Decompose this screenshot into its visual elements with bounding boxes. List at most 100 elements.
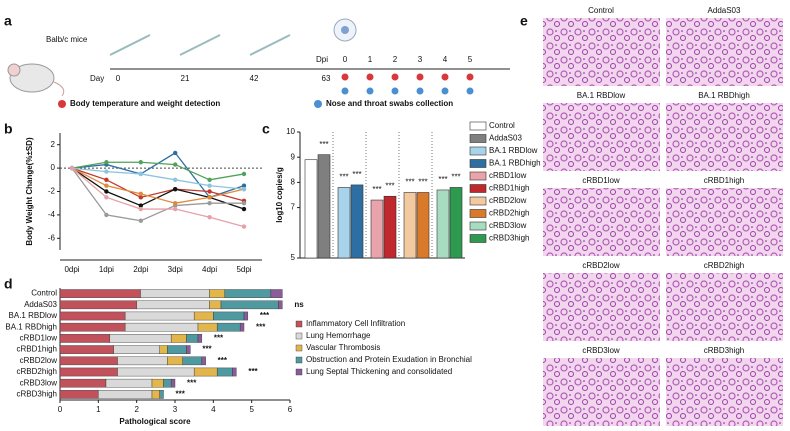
x-tick-label: 6 bbox=[288, 405, 293, 414]
legend-swatch bbox=[295, 332, 303, 340]
legend-text: Nose and throat swabs collection bbox=[326, 99, 453, 108]
legend-text: cRBD2high bbox=[489, 209, 529, 218]
schedule-dot bbox=[466, 87, 474, 95]
point bbox=[104, 195, 109, 200]
point bbox=[173, 186, 178, 192]
legend-text: Vascular Thrombosis bbox=[306, 343, 380, 352]
bar-segment bbox=[170, 378, 176, 388]
day: 63 bbox=[322, 74, 331, 83]
point bbox=[173, 150, 178, 156]
sample-label: BA.1 RBDhigh bbox=[698, 91, 750, 100]
schedule-dot bbox=[391, 73, 399, 81]
bar-segment bbox=[117, 367, 195, 377]
histology-image bbox=[543, 188, 660, 256]
y-tick-label: -2 bbox=[48, 187, 56, 196]
bar-segment bbox=[197, 322, 218, 332]
bar-segment bbox=[59, 289, 141, 298]
y-tick-label: cRBD1high bbox=[17, 345, 57, 354]
y-tick-label: 5 bbox=[291, 253, 296, 262]
day-label: Day bbox=[90, 74, 104, 83]
point bbox=[104, 212, 109, 218]
histology-image bbox=[666, 188, 783, 256]
legend-swatch bbox=[469, 146, 487, 156]
point bbox=[241, 186, 247, 192]
bar bbox=[383, 195, 397, 259]
significance: *** bbox=[339, 173, 348, 182]
x-tick-label: 5 bbox=[249, 405, 254, 414]
bar bbox=[350, 184, 364, 259]
animal-label: Balb/c mice bbox=[46, 35, 88, 44]
significance: *** bbox=[256, 322, 266, 331]
bar-segment bbox=[243, 311, 249, 321]
point bbox=[104, 189, 109, 194]
bar-segment bbox=[232, 367, 237, 377]
legend-text: cRBD1high bbox=[489, 184, 529, 193]
x-tick-label: 3dpi bbox=[168, 265, 183, 274]
point bbox=[104, 169, 109, 174]
schedule-dot bbox=[441, 87, 449, 95]
point bbox=[104, 183, 109, 188]
y-axis-label: Body Weight Change(%±SD) bbox=[25, 137, 34, 246]
y-tick-label: -4 bbox=[48, 210, 56, 219]
legend-text: Obstruction and Protein Exudation in Bro… bbox=[306, 355, 472, 364]
bar-segment bbox=[59, 311, 126, 321]
y-tick-label: 0 bbox=[51, 163, 56, 172]
significance: *** bbox=[319, 140, 328, 149]
legend-swatch bbox=[295, 368, 303, 376]
x-axis-label: Pathological score bbox=[119, 417, 191, 426]
histology-image bbox=[543, 18, 660, 86]
legend-swatch bbox=[469, 221, 487, 231]
y-tick-label: -6 bbox=[48, 233, 56, 242]
significance: ns bbox=[294, 300, 304, 309]
y-tick-label: BA.1 RBDlow bbox=[9, 311, 58, 320]
dpi: 4 bbox=[443, 55, 448, 64]
sample-label: AddaS03 bbox=[708, 6, 741, 15]
line bbox=[71, 167, 244, 222]
x-tick-label: 0 bbox=[58, 405, 63, 414]
significance: *** bbox=[405, 178, 414, 187]
dpi: 2 bbox=[393, 55, 398, 64]
bar bbox=[403, 192, 417, 259]
significance: *** bbox=[202, 345, 212, 354]
histology-image bbox=[666, 273, 783, 341]
x-tick-label: 1dpi bbox=[99, 265, 114, 274]
point bbox=[207, 215, 212, 220]
sample-label: cRBD2high bbox=[704, 261, 744, 270]
schedule-dot bbox=[416, 87, 424, 95]
bar-segment bbox=[117, 356, 168, 366]
bar-segment bbox=[209, 300, 222, 310]
point bbox=[207, 189, 212, 194]
legend-text: cRBD2low bbox=[489, 196, 527, 205]
significance: *** bbox=[352, 170, 361, 179]
legend-swatch bbox=[295, 320, 303, 328]
histology-image bbox=[543, 358, 660, 426]
legend-swatch bbox=[469, 134, 487, 143]
sample-label: BA.1 RBDlow bbox=[577, 91, 626, 100]
point bbox=[138, 195, 143, 200]
y-tick-label: cRBD1low bbox=[20, 334, 58, 343]
histology-image bbox=[666, 103, 783, 171]
line bbox=[71, 167, 245, 228]
dpi: 5 bbox=[468, 55, 473, 64]
bar-segment bbox=[105, 378, 153, 388]
significance: *** bbox=[214, 334, 224, 343]
bar bbox=[416, 192, 430, 259]
line bbox=[71, 167, 245, 190]
x-tick-label: 5dpi bbox=[236, 265, 251, 274]
point bbox=[173, 177, 178, 182]
bar-segment bbox=[113, 345, 160, 354]
schedule-dot bbox=[341, 73, 349, 81]
legend-text: Lung Septal Thickening and consolidated bbox=[306, 367, 452, 376]
panel-label: c bbox=[262, 121, 270, 137]
day: 42 bbox=[250, 74, 259, 83]
bar-segment bbox=[209, 289, 226, 298]
schedule-dot bbox=[366, 87, 374, 95]
bar-segment bbox=[59, 322, 126, 332]
legend-swatch bbox=[469, 184, 487, 193]
bar-segment bbox=[59, 390, 99, 399]
bar-segment bbox=[59, 356, 118, 366]
legend-dot bbox=[58, 100, 66, 108]
legend-text: Control bbox=[489, 121, 515, 130]
legend-text: Inflammatory Cell Infiltration bbox=[306, 319, 405, 328]
